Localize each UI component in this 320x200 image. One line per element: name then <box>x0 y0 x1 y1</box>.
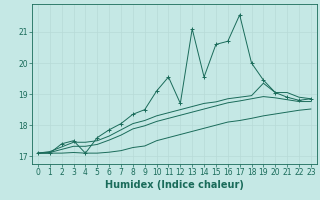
X-axis label: Humidex (Indice chaleur): Humidex (Indice chaleur) <box>105 180 244 190</box>
